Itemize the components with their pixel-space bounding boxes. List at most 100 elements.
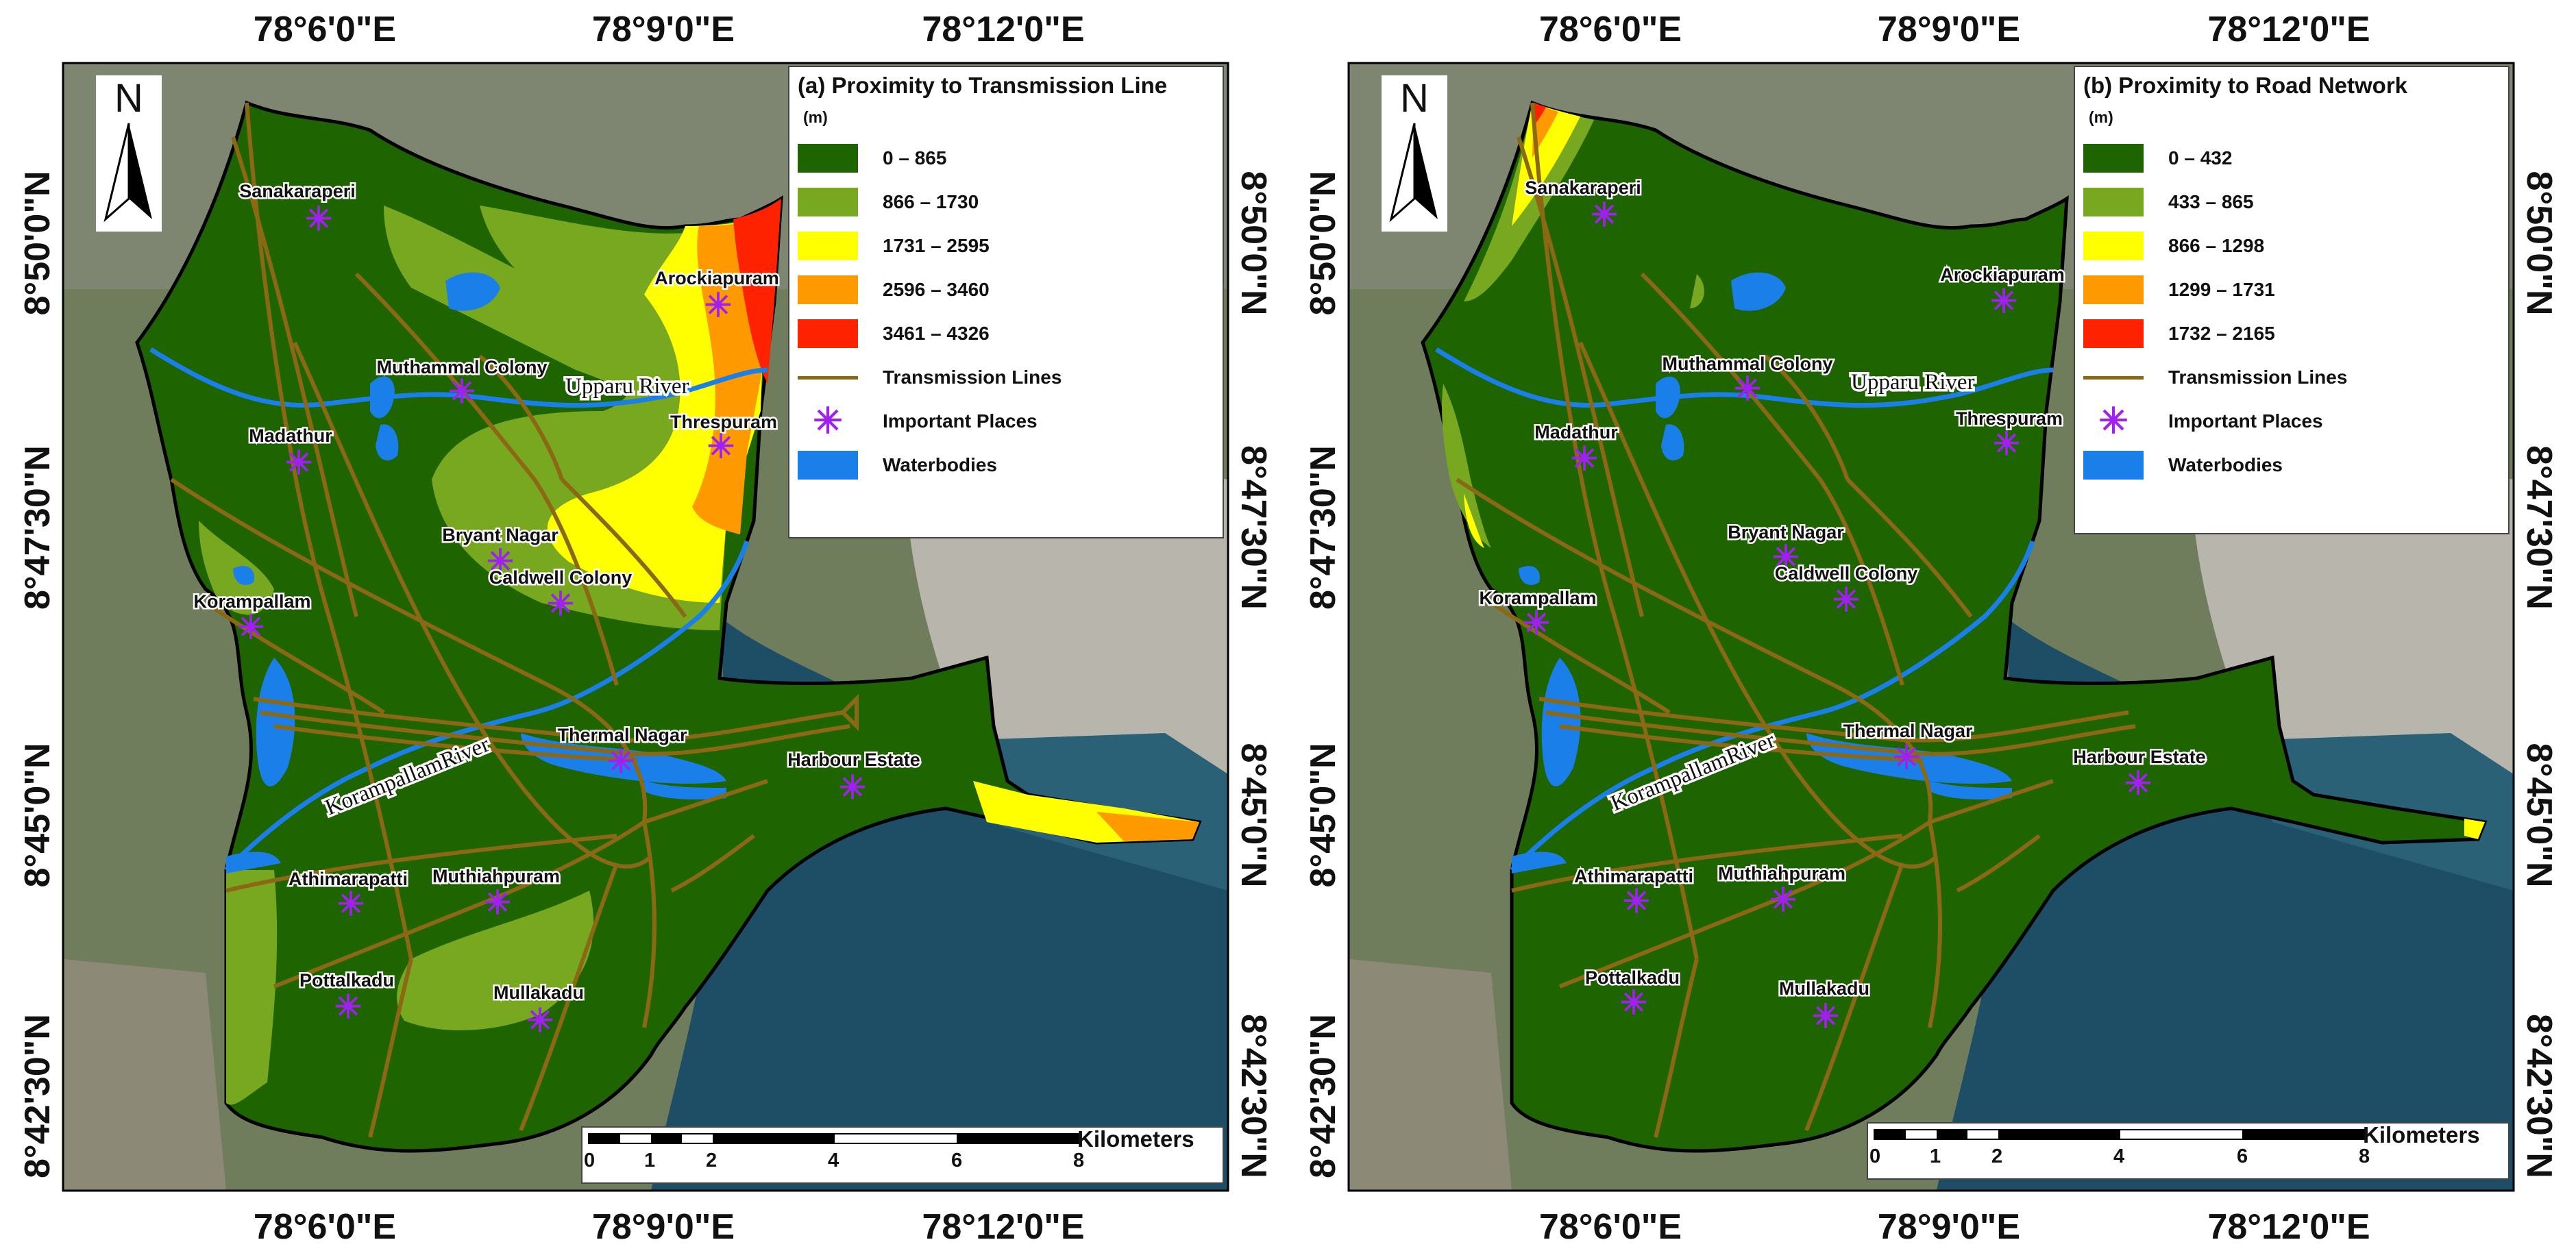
place-marker-icon: ✳ <box>1523 606 1550 642</box>
place-marker-icon: ✳ <box>334 989 362 1026</box>
legend-line-row: Transmission Lines <box>798 356 1214 399</box>
legend-class-label: 866 – 1298 <box>2168 235 2265 256</box>
legend-swatch <box>2083 188 2144 216</box>
legend-class-row: 866 – 1298 <box>2083 224 2500 268</box>
place-marker-icon: ✳ <box>237 610 265 646</box>
place-marker-icon: ✳ <box>1620 985 1647 1021</box>
right-lat-label: 8°47'30"N <box>1234 445 1273 610</box>
right-lat-label: 8°50'0"N <box>2519 171 2559 315</box>
place-marker-icon: ✳ <box>1623 884 1650 920</box>
place-label: Athimarapatti <box>289 869 408 889</box>
legend-class-row: 1732 – 2165 <box>2083 312 2500 356</box>
legend-water-label: Waterbodies <box>883 454 997 475</box>
place-marker-icon: ✳ <box>337 886 365 923</box>
legend-swatch <box>2083 232 2144 260</box>
bottom-lon-label: 78°9'0"E <box>1878 1207 2020 1247</box>
place-label: Harbour Estate <box>2073 747 2206 767</box>
map-border <box>62 62 1229 1192</box>
legend-class-row: 0 – 865 <box>798 136 1214 180</box>
place-label: Mullakadu <box>493 982 584 1003</box>
place-marker-icon: ✳ <box>305 201 332 238</box>
left-lat-label: 8°42'30"N <box>1303 1014 1343 1178</box>
scale-tick: 6 <box>951 1150 963 1171</box>
place-marker-icon: ✳ <box>1832 582 1860 619</box>
legend-swatch <box>798 319 858 348</box>
top-lon-label: 78°12'0"E <box>922 10 1084 49</box>
place-label: Thermal Nagar <box>557 725 687 745</box>
place-marker-icon: ✳ <box>1769 882 1797 919</box>
rivers <box>149 347 768 872</box>
place-marker-icon: ✳ <box>1812 999 1839 1035</box>
place-label: Threspuram <box>1956 408 2063 429</box>
left-lat-label: 8°47'30"N <box>18 445 58 610</box>
legend-swatch <box>2083 451 2144 480</box>
right-lat-label: 8°45'0"N <box>1234 743 1273 887</box>
place-marker-icon: ✳ <box>813 401 843 441</box>
north-arrow-icon <box>103 123 152 223</box>
legend-swatch <box>2083 144 2144 173</box>
north-arrow-icon <box>1389 123 1438 223</box>
legend-b: (b) Proximity to Road Network (m) 0 – 43… <box>2074 66 2510 534</box>
top-lon-label: 78°6'0"E <box>254 10 396 49</box>
bottom-lon-label: 78°12'0"E <box>922 1207 1084 1247</box>
north-label: N <box>1400 76 1429 121</box>
legend-title: (a) Proximity to Transmission Line <box>798 73 1168 98</box>
legend-swatch <box>2083 275 2144 304</box>
scale-tick: 8 <box>2359 1145 2370 1167</box>
place-label: Athimarapatti <box>1574 866 1693 886</box>
place-marker-icon: ✳ <box>448 374 476 410</box>
graticule-labels-a: 78°6'0"E 78°9'0"E 78°12'0"E 78°6'0"E 78°… <box>18 10 1273 1247</box>
legend-class-row: 0 – 432 <box>2083 136 2500 180</box>
place-marker-icon: ✳ <box>1591 197 1618 234</box>
place-markers: Sanakaraperi ✳ Arockiapuram ✳ Muthammal … <box>192 179 922 1040</box>
legend-swatch <box>798 188 858 216</box>
place-label: Caldwell Colony <box>1775 563 1918 584</box>
legend-line-row: Transmission Lines <box>2083 356 2500 399</box>
legend-class-row: 433 – 865 <box>2083 180 2500 224</box>
transmission-line-swatch <box>798 363 858 392</box>
right-lat-label: 8°42'30"N <box>2519 1014 2559 1178</box>
legend-water-row: Waterbodies <box>2083 443 2500 487</box>
place-label: Sanakaraperi <box>1525 177 1641 198</box>
graticule-labels-b: 78°6'0"E 78°9'0"E 78°12'0"E 78°6'0"E 78°… <box>1303 10 2559 1247</box>
study-area <box>1421 100 2488 1153</box>
left-lat-label: 8°45'0"N <box>18 743 58 887</box>
scale-tick: 4 <box>828 1150 839 1171</box>
place-marker-icon: ✳ <box>1772 540 1800 576</box>
river-label: Upparu River <box>1851 370 1975 395</box>
scale-bar-a: Kilometers 0 1 2 4 6 8 <box>581 1126 1224 1184</box>
scale-tick: 2 <box>706 1150 717 1171</box>
place-label: Madathur <box>1534 422 1618 443</box>
place-marker-icon: ✳ <box>1893 740 1920 776</box>
map-panel-b: 78°6'0"E 78°9'0"E 78°12'0"E 78°6'0"E 78°… <box>1286 0 2567 1253</box>
place-marker-icon: ✳ <box>2124 766 2152 802</box>
legend-class-row: 3461 – 4326 <box>798 312 1214 356</box>
legend-swatch <box>798 144 858 173</box>
legend-class-label: 1731 – 2595 <box>883 235 990 256</box>
legend-swatch <box>2083 319 2144 348</box>
scale-tick: 0 <box>584 1150 596 1171</box>
legend-class-row: 2596 – 3460 <box>798 268 1214 312</box>
legend-class-label: 433 – 865 <box>2168 191 2254 212</box>
place-marker-icon: ✳ <box>707 429 735 465</box>
place-label: Harbour Estate <box>787 749 920 770</box>
place-markers: Sanakaraperi ✳ Arockiapuram ✳ Muthammal … <box>1477 176 2207 1036</box>
left-lat-label: 8°50'0"N <box>1303 171 1343 315</box>
legend-swatch <box>798 232 858 260</box>
legend-places-label: Important Places <box>883 410 1038 432</box>
place-label: Bryant Nagar <box>1728 522 1844 543</box>
place-marker-icon: ✳ <box>526 1003 554 1039</box>
transmission-lines <box>170 102 859 1138</box>
place-label: Threspuram <box>670 412 777 432</box>
scale-bar-segments <box>1874 1129 2367 1140</box>
legend-class-label: 2596 – 3460 <box>883 279 990 300</box>
legend-class-label: 1299 – 1731 <box>2168 279 2275 300</box>
north-label: N <box>114 76 143 121</box>
rivers <box>1435 347 2054 872</box>
river-label: KorampallamRiver <box>322 732 493 821</box>
legend-swatch <box>798 275 858 304</box>
legend-a: (a) Proximity to Transmission Line (m) 0… <box>788 66 1224 538</box>
place-marker-icon: ✳ <box>487 544 514 580</box>
place-label: Pottalkadu <box>299 970 394 991</box>
scale-tick: 8 <box>1073 1150 1085 1171</box>
